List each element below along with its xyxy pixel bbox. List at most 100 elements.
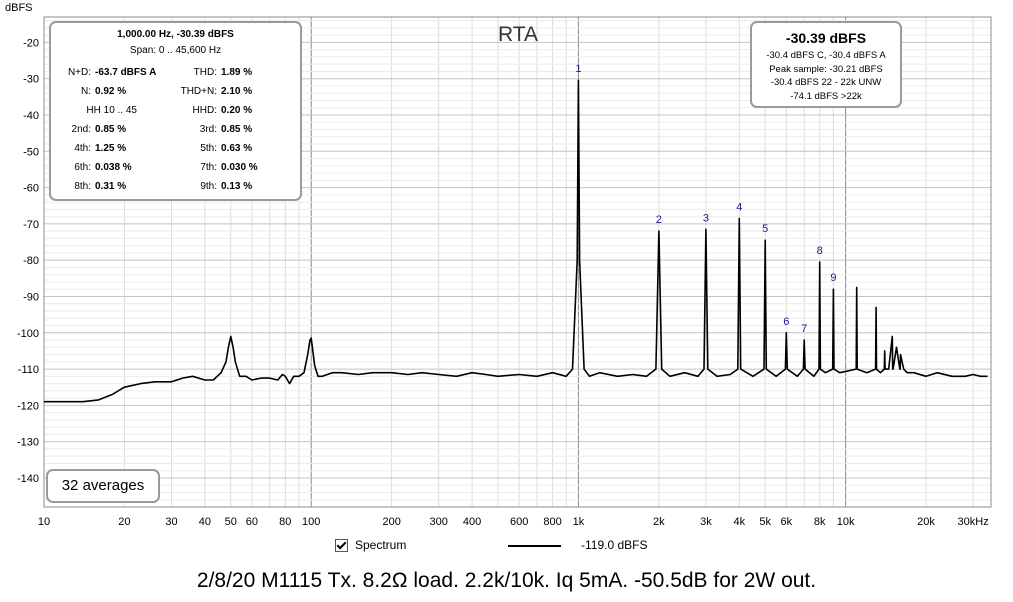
y-tick-label: -100	[17, 328, 39, 340]
x-tick-label: 50	[225, 516, 237, 528]
stats-row-right: THD+N: 2.10 %	[169, 86, 253, 97]
axis-ticks: 10 20 30 40 50 60 80 100 200 300 400 600 800 1k 2k 3k 4k…	[17, 37, 989, 528]
stat-value: 2.10 %	[221, 86, 253, 97]
x-tick-label: 100	[302, 516, 320, 528]
stat-value: 1.89 %	[221, 67, 253, 78]
spectrum-series-line	[44, 79, 988, 403]
stat-value: 0.85 %	[95, 124, 127, 135]
harmonic-marker-label: 5	[762, 223, 768, 235]
y-tick-label: -30	[23, 74, 39, 86]
x-tick-label: 2k	[653, 516, 665, 528]
x-tick-label: 8k	[814, 516, 826, 528]
averages-badge[interactable]: 32 averages	[46, 469, 160, 503]
x-tick-label: 1k	[573, 516, 585, 528]
harmonic-marker-label: 1	[575, 63, 581, 75]
x-tick-label: 20	[118, 516, 130, 528]
level-line: -30.4 dBFS 22 - 22k UNW	[770, 77, 882, 88]
harmonic-marker-label: 9	[830, 272, 836, 284]
x-tick-label: 200	[382, 516, 400, 528]
level-line: -74.1 dBFS >22k	[790, 90, 862, 102]
stats-row-right: THD: 1.89 %	[169, 67, 252, 78]
stats-header: 1,000.00 Hz, -30.39 dBFS	[117, 29, 234, 40]
stats-row-right: 9th: 0.13 %	[169, 181, 252, 192]
x-tick-label: 4k	[733, 516, 745, 528]
harmonic-marker-label: 2	[656, 214, 662, 226]
stats-row-left: 4th: 1.25 %	[59, 143, 126, 154]
legend-spectrum-toggle[interactable]: Spectrum	[335, 538, 406, 552]
stats-row-right: 5th: 0.63 %	[169, 143, 252, 154]
stat-value: 0.20 %	[221, 105, 253, 116]
harmonic-marker-label: 6	[783, 316, 789, 328]
x-tick-label: 5k	[759, 516, 771, 528]
legend-value: -119.0 dBFS	[581, 538, 648, 552]
stats-row-left: 8th: 0.31 %	[59, 181, 126, 192]
stat-label: 7th:	[200, 162, 217, 173]
y-tick-label: -140	[17, 473, 39, 485]
stat-label: N+D:	[67, 67, 91, 78]
stat-label: HHD:	[192, 105, 217, 116]
stats-row-left: N: 0.92 %	[59, 86, 126, 97]
x-tick-label: 600	[510, 516, 528, 528]
y-tick-label: -110	[18, 364, 39, 376]
stats-row-right: HHD: 0.20 %	[169, 105, 253, 116]
stats-row-left: 2nd: 0.85 %	[59, 124, 127, 135]
spectrum-legend-label: Spectrum	[355, 538, 407, 552]
x-tick-label: 6k	[781, 516, 793, 528]
x-tick-label: 800	[543, 516, 561, 528]
x-tick-label: 60	[246, 516, 258, 528]
stat-label: THD+N:	[180, 86, 217, 97]
stat-value: 0.030 %	[221, 162, 258, 173]
stats-row-left: N+D: -63.7 dBFS A	[59, 67, 156, 78]
stat-value: 1.25 %	[95, 143, 127, 154]
figure-caption: 2/8/20 M1115 Tx. 8.2Ω load. 2.2k/10k. Iq…	[196, 569, 817, 592]
level-main-value: -30.39 dBFS	[785, 30, 867, 46]
y-tick-label: -130	[17, 437, 39, 449]
stat-value: 0.13 %	[221, 181, 253, 192]
y-tick-label: -120	[17, 400, 39, 412]
stat-value: 0.85 %	[221, 124, 253, 135]
stat-label: 2nd:	[71, 124, 91, 135]
y-axis-label: dBFS	[5, 2, 33, 14]
spectrum-checkbox[interactable]	[335, 538, 348, 552]
stat-value: 0.31 %	[95, 181, 127, 192]
x-tick-label: 30kHz	[958, 516, 989, 528]
stat-label: 4th:	[74, 143, 91, 154]
y-tick-label: -40	[23, 110, 39, 122]
stat-label: N:	[81, 86, 91, 97]
stat-label: HH 10 .. 45	[86, 105, 137, 116]
stats-row-left: HH 10 .. 45	[59, 105, 137, 116]
x-tick-label: 40	[199, 516, 211, 528]
plot-frame	[43, 16, 992, 508]
x-tick-label: 80	[279, 516, 291, 528]
stat-label: 8th:	[74, 181, 91, 192]
y-tick-label: -20	[23, 37, 39, 49]
distortion-stats-panel: 1,000.00 Hz, -30.39 dBFS Span: 0 .. 45,6…	[49, 21, 302, 201]
legend-line-swatch	[508, 545, 561, 547]
y-tick-label: -70	[23, 219, 39, 231]
series-layer	[44, 79, 988, 403]
stats-row-right: 3rd: 0.85 %	[169, 124, 252, 135]
level-line: -30.4 dBFS C, -30.4 dBFS A	[766, 50, 886, 61]
stats-span: Span: 0 .. 45,600 Hz	[129, 45, 222, 56]
y-tick-label: -50	[23, 146, 39, 158]
level-line: Peak sample: -30.21 dBFS	[769, 63, 883, 75]
stats-row-right: 7th: 0.030 %	[169, 162, 258, 173]
x-tick-label: 10	[38, 516, 50, 528]
stat-label: THD:	[193, 67, 217, 78]
x-tick-label: 3k	[700, 516, 712, 528]
stat-value: -63.7 dBFS A	[95, 67, 157, 78]
stat-label: 9th:	[200, 181, 217, 192]
x-tick-label: 20k	[917, 516, 935, 528]
harmonic-marker-label: 8	[817, 245, 823, 257]
x-tick-label: 10k	[837, 516, 855, 528]
harmonic-marker-label: 7	[801, 323, 807, 335]
level-panel: -30.39 dBFS -30.4 dBFS C, -30.4 dBFS A P…	[750, 21, 902, 108]
stat-value: 0.92 %	[95, 86, 127, 97]
stat-value: 0.63 %	[221, 143, 253, 154]
stats-row-left: 6th: 0.038 %	[59, 162, 131, 173]
harmonic-markers: 1 2 3 4 5 67 8 9	[575, 63, 836, 335]
x-tick-label: 400	[463, 516, 481, 528]
y-tick-label: -90	[23, 291, 39, 303]
stat-label: 6th:	[74, 162, 91, 173]
chart-title: RTA	[498, 23, 538, 46]
